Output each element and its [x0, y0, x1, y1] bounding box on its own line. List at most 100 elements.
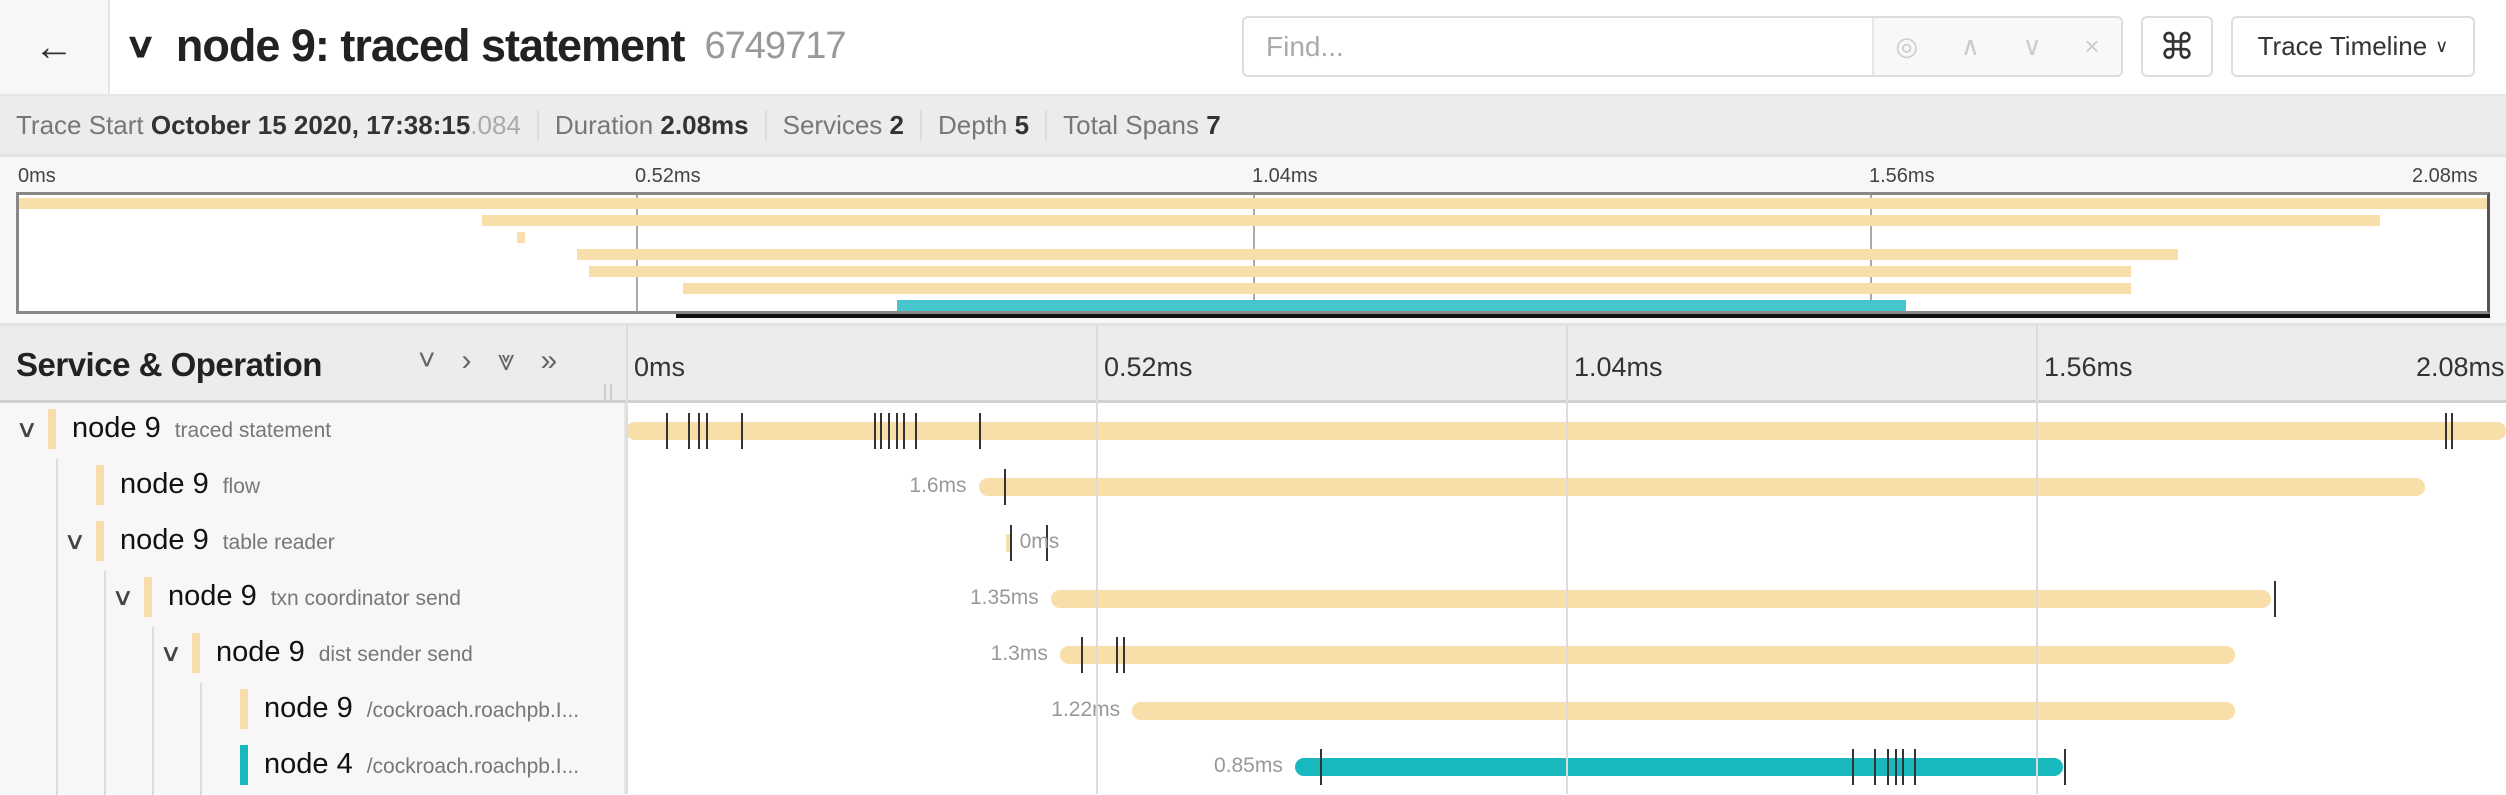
span-tree: ∨ node 9 traced statement node 9 flow ∨ node 9… — [0, 403, 626, 795]
timeline-tick-label: 0.52ms — [1104, 352, 1193, 382]
span-log-marker[interactable] — [705, 413, 708, 449]
tree-guide-line — [56, 739, 58, 795]
span-log-marker[interactable] — [665, 413, 668, 449]
span-bar[interactable] — [978, 478, 2425, 496]
span-duration-label: 1.22ms — [1051, 698, 1121, 721]
service-color-bar — [48, 409, 56, 449]
chevron-down-icon[interactable]: ∨ — [63, 528, 87, 555]
timeline-gridline — [1096, 326, 1098, 794]
span-row[interactable]: node 9 flow — [0, 459, 626, 515]
service-name: node 9 — [120, 524, 209, 556]
span-log-marker[interactable] — [1080, 637, 1083, 673]
trace-minimap[interactable]: 0ms 0.52ms 1.04ms 1.56ms 2.08ms — [0, 157, 2506, 326]
span-log-marker[interactable] — [1851, 749, 1854, 785]
span-bar[interactable] — [1050, 590, 2271, 608]
expand-one-icon[interactable]: › — [461, 344, 472, 377]
timeline-tick-label: 0ms — [634, 352, 686, 382]
expand-all-icon[interactable]: » — [540, 344, 558, 377]
chevron-down-icon[interactable]: ∨ — [124, 27, 156, 65]
span-log-marker[interactable] — [902, 413, 905, 449]
span-log-marker[interactable] — [1886, 749, 1889, 785]
span-row[interactable]: ∨ node 9 table reader — [0, 515, 626, 571]
keyboard-shortcuts-button[interactable]: ⌘ — [2141, 16, 2213, 77]
back-button[interactable]: ← — [0, 0, 110, 94]
span-log-marker[interactable] — [1003, 469, 1006, 505]
collapse-all-icon[interactable]: ⩔ — [497, 344, 515, 377]
timeline-tick-label: 1.56ms — [2044, 352, 2133, 382]
span-log-marker[interactable] — [1902, 749, 1905, 785]
span-log-marker[interactable] — [1046, 525, 1049, 561]
minimap-span-bar — [683, 283, 2132, 294]
span-log-marker[interactable] — [879, 413, 882, 449]
span-row[interactable]: ∨ node 9 dist sender send — [0, 627, 626, 683]
span-row[interactable]: node 4/cockroach.roachpb.I... — [0, 739, 626, 795]
tree-guide-line — [152, 739, 154, 795]
stat-services: Services 2 — [764, 109, 920, 141]
service-name: node 9 — [216, 636, 305, 668]
span-log-marker[interactable] — [896, 413, 899, 449]
chevron-down-icon: ∨ — [2435, 36, 2449, 56]
command-key-icon: ⌘ — [2159, 25, 2195, 67]
span-label: node 4/cockroach.roachpb.I... — [264, 748, 579, 781]
operation-name: traced statement — [174, 419, 332, 442]
span-log-marker[interactable] — [688, 413, 691, 449]
span-log-marker[interactable] — [873, 413, 876, 449]
close-icon[interactable]: × — [2084, 31, 2100, 61]
span-log-marker[interactable] — [1913, 749, 1916, 785]
span-row[interactable]: node 9/cockroach.roachpb.I... — [0, 683, 626, 739]
span-bar[interactable] — [1005, 534, 1010, 552]
timeline-header: Service & Operation ˅ › ⩔ » 0ms 0.52ms 1.0… — [0, 326, 2506, 403]
tree-guide-line — [56, 459, 58, 515]
trace-header: ← ∨ node 9: traced statement 6749717 ◎ ∧… — [0, 0, 2506, 96]
chevron-down-icon[interactable]: ∨ — [111, 584, 135, 611]
chevron-down-icon[interactable]: ∨ — [15, 416, 39, 443]
span-log-marker[interactable] — [1895, 749, 1897, 785]
service-color-bar — [240, 745, 248, 785]
span-log-marker[interactable] — [888, 413, 891, 449]
service-name: node 9 — [120, 468, 209, 500]
minimap-span-bar — [481, 215, 2381, 226]
span-row[interactable]: ∨ node 9 traced statement — [0, 403, 626, 459]
span-row[interactable]: ∨ node 9 txn coordinator send — [0, 571, 626, 627]
view-select[interactable]: Trace Timeline ∨ — [2231, 16, 2475, 77]
span-label: node 9 table reader — [120, 524, 335, 557]
span-bar[interactable] — [1294, 758, 2064, 776]
span-log-marker[interactable] — [740, 413, 743, 449]
span-log-marker[interactable] — [1874, 749, 1877, 785]
page-title: node 9: traced statement — [175, 20, 686, 71]
span-log-marker[interactable] — [698, 413, 701, 449]
find-input[interactable] — [1244, 18, 1874, 75]
stat-duration: Duration 2.08ms — [536, 109, 765, 141]
minimap-tick-label: 0ms — [18, 165, 56, 187]
service-color-bar — [192, 633, 200, 673]
span-log-marker[interactable] — [1010, 525, 1013, 561]
span-log-marker[interactable] — [2273, 581, 2276, 617]
span-duration-label: 1.35ms — [969, 586, 1039, 609]
span-log-marker[interactable] — [2064, 749, 2067, 785]
chevron-down-icon[interactable]: ∨ — [159, 640, 183, 667]
span-label: node 9 txn coordinator send — [168, 580, 461, 613]
span-log-marker[interactable] — [1320, 749, 1323, 785]
span-bar[interactable] — [1059, 646, 2235, 664]
operation-name: dist sender send — [318, 643, 473, 666]
column-resize-handle[interactable] — [604, 384, 612, 400]
trace-title[interactable]: ∨ node 9: traced statement 6749717 — [124, 20, 846, 72]
crosshair-icon[interactable]: ◎ — [1895, 31, 1919, 61]
collapse-one-icon[interactable]: ˅ — [418, 344, 436, 377]
stat-depth: Depth 5 — [920, 109, 1045, 141]
service-name: node 9 — [72, 412, 161, 444]
span-log-marker[interactable] — [2444, 413, 2447, 449]
span-log-marker[interactable] — [2450, 413, 2453, 449]
span-bar[interactable] — [1132, 702, 2235, 720]
span-log-marker[interactable] — [915, 413, 918, 449]
find-box: ◎ ∧ ∨ × — [1242, 16, 2123, 77]
tree-guide-line — [152, 627, 154, 683]
minimap-tick-label: 1.56ms — [1869, 165, 1935, 187]
minimap-canvas[interactable] — [16, 192, 2490, 314]
span-log-marker[interactable] — [979, 413, 982, 449]
operation-name: /cockroach.roachpb.I... — [366, 699, 580, 722]
span-log-marker[interactable] — [1123, 637, 1126, 673]
chevron-up-icon[interactable]: ∧ — [1960, 31, 1980, 61]
chevron-down-icon[interactable]: ∨ — [2022, 31, 2042, 61]
span-log-marker[interactable] — [1115, 637, 1118, 673]
